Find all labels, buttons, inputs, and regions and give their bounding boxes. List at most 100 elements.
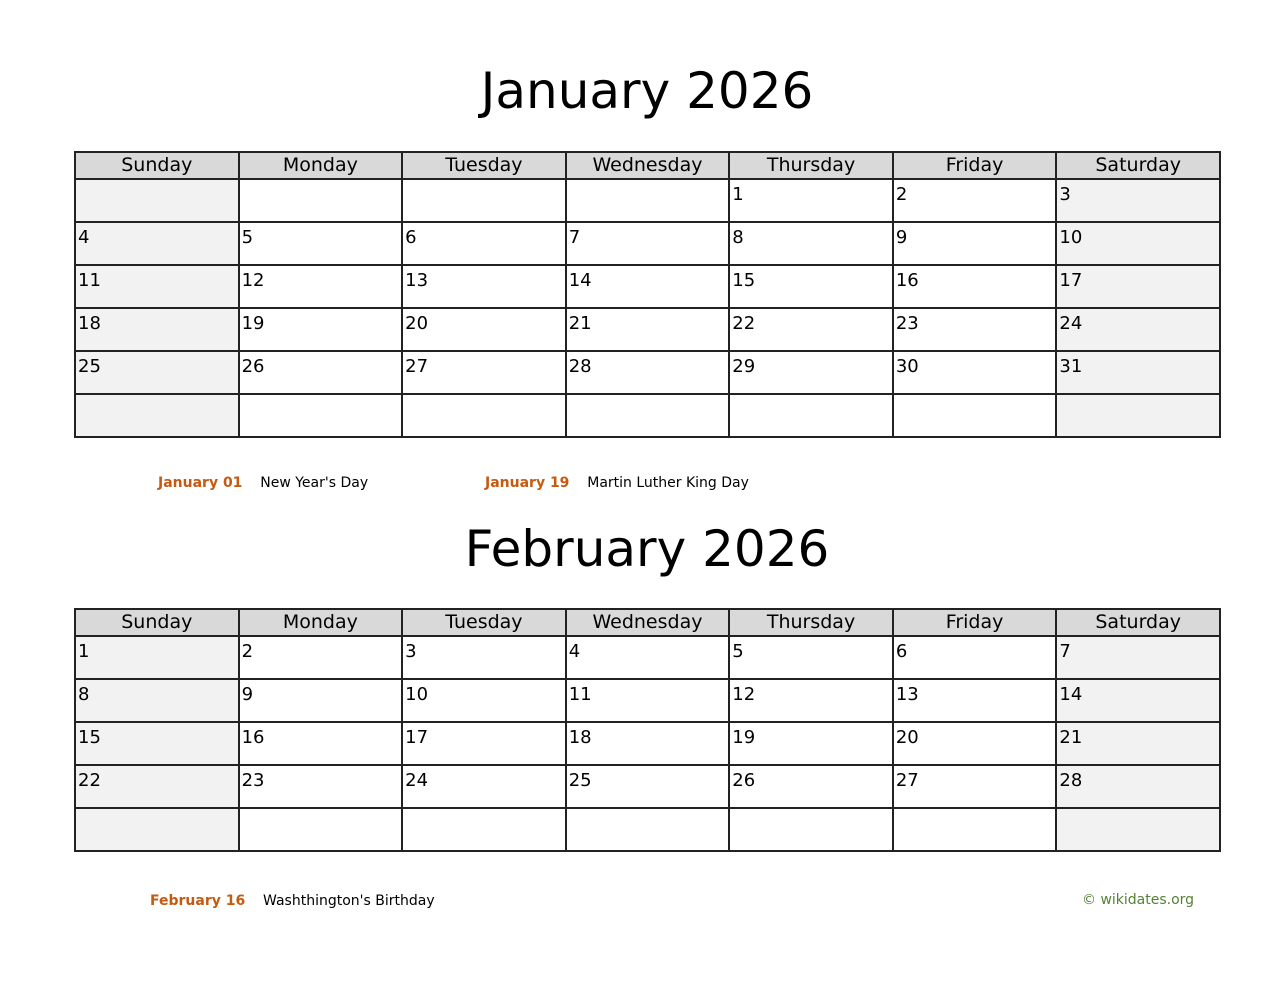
- day-cell[interactable]: 8: [728, 221, 894, 266]
- day-cell[interactable]: 30: [891, 350, 1058, 395]
- weekday-header: Thursday: [728, 151, 894, 180]
- weekday-header: Sunday: [74, 151, 240, 180]
- day-cell[interactable]: 4: [564, 635, 731, 680]
- weekday-header-row: Sunday Monday Tuesday Wednesday Thursday Frid…: [74, 151, 1221, 180]
- day-cell[interactable]: 29: [728, 350, 894, 395]
- day-cell[interactable]: 2: [891, 178, 1058, 223]
- holiday-name: Martin Luther King Day: [587, 475, 749, 491]
- day-cell[interactable]: [401, 807, 567, 852]
- day-cell[interactable]: 26: [237, 350, 404, 395]
- day-cell[interactable]: [74, 393, 240, 438]
- day-cell[interactable]: 15: [728, 264, 894, 309]
- weekday-header: Friday: [891, 608, 1058, 637]
- day-cell[interactable]: 25: [564, 764, 731, 809]
- day-cell[interactable]: 20: [891, 721, 1058, 766]
- day-cell[interactable]: 26: [728, 764, 894, 809]
- month-title: February 2026: [464, 520, 830, 578]
- day-cell[interactable]: 9: [237, 678, 404, 723]
- day-cell[interactable]: [401, 393, 567, 438]
- holiday-date: January 01: [158, 475, 243, 491]
- day-cell[interactable]: 2: [237, 635, 404, 680]
- day-cell[interactable]: 22: [728, 307, 894, 352]
- day-cell[interactable]: 10: [401, 678, 567, 723]
- weekday-header: Wednesday: [564, 608, 731, 637]
- day-cell[interactable]: 1: [728, 178, 894, 223]
- day-cell[interactable]: 28: [1055, 764, 1221, 809]
- day-cell[interactable]: 16: [237, 721, 404, 766]
- day-cell[interactable]: 25: [74, 350, 240, 395]
- day-cell[interactable]: 1: [74, 635, 240, 680]
- day-cell[interactable]: 3: [1055, 178, 1221, 223]
- day-cell[interactable]: [74, 807, 240, 852]
- weekday-header: Sunday: [74, 608, 240, 637]
- week-row: 4 5 6 7 8 9 10: [74, 221, 1221, 266]
- day-cell[interactable]: [74, 178, 240, 223]
- calendar-grid-february: Sunday Monday Tuesday Wednesday Thursday Frid…: [74, 608, 1221, 852]
- weekday-header: Tuesday: [401, 151, 567, 180]
- day-cell[interactable]: 24: [401, 764, 567, 809]
- day-cell[interactable]: 3: [401, 635, 567, 680]
- day-cell[interactable]: 16: [891, 264, 1058, 309]
- day-cell[interactable]: 10: [1055, 221, 1221, 266]
- day-cell[interactable]: 17: [401, 721, 567, 766]
- day-cell[interactable]: 12: [237, 264, 404, 309]
- day-cell[interactable]: 7: [1055, 635, 1221, 680]
- weekday-header: Saturday: [1055, 608, 1221, 637]
- day-cell[interactable]: 6: [401, 221, 567, 266]
- day-cell[interactable]: 12: [728, 678, 894, 723]
- day-cell[interactable]: 27: [891, 764, 1058, 809]
- day-cell[interactable]: 8: [74, 678, 240, 723]
- day-cell[interactable]: 18: [564, 721, 731, 766]
- day-cell[interactable]: 27: [401, 350, 567, 395]
- day-cell[interactable]: [564, 393, 731, 438]
- day-cell[interactable]: [401, 178, 567, 223]
- day-cell[interactable]: 14: [564, 264, 731, 309]
- day-cell[interactable]: 28: [564, 350, 731, 395]
- credit-link[interactable]: © wikidates.org: [1082, 892, 1195, 908]
- day-cell[interactable]: [891, 807, 1058, 852]
- day-cell[interactable]: [564, 178, 731, 223]
- holiday-name: Washthington's Birthday: [263, 893, 435, 909]
- day-cell[interactable]: 13: [891, 678, 1058, 723]
- day-cell[interactable]: [728, 807, 894, 852]
- day-cell[interactable]: 13: [401, 264, 567, 309]
- day-cell[interactable]: 9: [891, 221, 1058, 266]
- day-cell[interactable]: [1055, 393, 1221, 438]
- calendar-grid-january: Sunday Monday Tuesday Wednesday Thursday Frid…: [74, 151, 1221, 438]
- day-cell[interactable]: 19: [237, 307, 404, 352]
- day-cell[interactable]: 7: [564, 221, 731, 266]
- day-cell[interactable]: 24: [1055, 307, 1221, 352]
- day-cell[interactable]: 18: [74, 307, 240, 352]
- day-cell[interactable]: [564, 807, 731, 852]
- weekday-header-row: Sunday Monday Tuesday Wednesday Thursday Frid…: [74, 608, 1221, 637]
- day-cell[interactable]: 11: [564, 678, 731, 723]
- day-cell[interactable]: 5: [237, 221, 404, 266]
- holiday-entry: February 16 Washthington's Birthday: [150, 893, 435, 909]
- day-cell[interactable]: [1055, 807, 1221, 852]
- day-cell[interactable]: 11: [74, 264, 240, 309]
- day-cell[interactable]: [728, 393, 894, 438]
- day-cell[interactable]: 22: [74, 764, 240, 809]
- day-cell[interactable]: 15: [74, 721, 240, 766]
- day-cell[interactable]: 21: [564, 307, 731, 352]
- day-cell[interactable]: 23: [237, 764, 404, 809]
- day-cell[interactable]: 21: [1055, 721, 1221, 766]
- day-cell[interactable]: [891, 393, 1058, 438]
- weekday-header: Monday: [237, 151, 404, 180]
- day-cell[interactable]: [237, 807, 404, 852]
- month-title: January 2026: [480, 62, 814, 120]
- day-cell[interactable]: 6: [891, 635, 1058, 680]
- day-cell[interactable]: 14: [1055, 678, 1221, 723]
- day-cell[interactable]: [237, 393, 404, 438]
- day-cell[interactable]: [237, 178, 404, 223]
- day-cell[interactable]: 19: [728, 721, 894, 766]
- day-cell[interactable]: 5: [728, 635, 894, 680]
- day-cell[interactable]: 31: [1055, 350, 1221, 395]
- day-cell[interactable]: 4: [74, 221, 240, 266]
- holiday-entry: January 01 New Year's Day: [158, 475, 368, 491]
- day-cell[interactable]: 17: [1055, 264, 1221, 309]
- day-cell[interactable]: 23: [891, 307, 1058, 352]
- day-cell[interactable]: 20: [401, 307, 567, 352]
